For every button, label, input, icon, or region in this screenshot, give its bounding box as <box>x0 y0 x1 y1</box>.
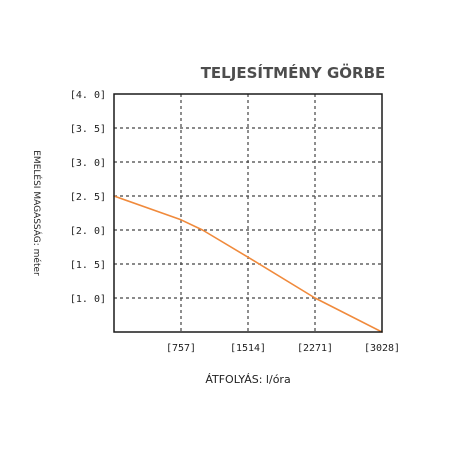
y-tick-label: [3. 0] <box>70 158 106 169</box>
grid-lines <box>114 94 382 332</box>
series-layer <box>113 195 383 333</box>
x-tick-label: [2271] <box>297 343 333 354</box>
y-tick-label: [4. 0] <box>70 90 106 101</box>
x-tick-label: [1514] <box>230 343 266 354</box>
x-tick-label: [3028] <box>364 343 400 354</box>
x-tick-label: [757] <box>166 343 196 354</box>
y-tick-label: [1. 0] <box>70 294 106 305</box>
performance-curve-line <box>113 195 383 333</box>
y-tick-label: [2. 5] <box>70 192 106 203</box>
x-axis-label: ÁTFOLYÁS: l/óra <box>205 373 290 386</box>
chart-title: TELJESÍTMÉNY GÖRBE <box>201 63 386 82</box>
tick-labels: [757] [1514] [2271] [3028] [1. 0] [1. 5] [2. 0… <box>70 90 400 354</box>
y-axis-label: EMELÉSI MAGASSÁG: méter <box>31 150 43 276</box>
y-tick-label: [3. 5] <box>70 124 106 135</box>
plot-frame <box>113 93 383 333</box>
y-tick-label: [1. 5] <box>70 260 106 271</box>
y-tick-label: [2. 0] <box>70 226 106 237</box>
